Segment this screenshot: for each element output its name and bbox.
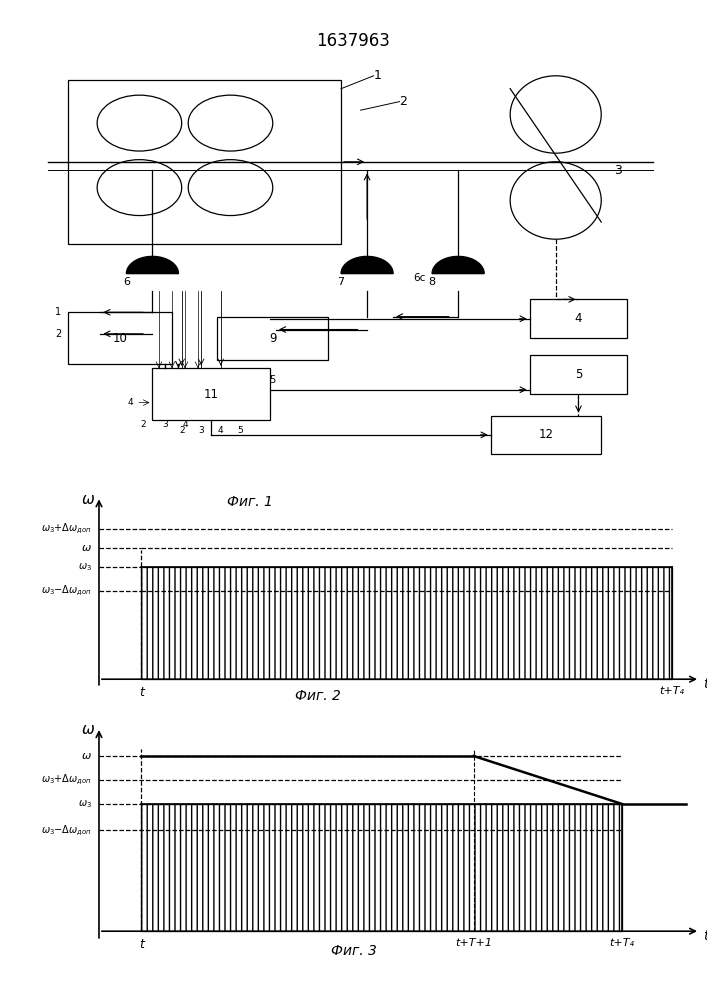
Polygon shape bbox=[432, 256, 484, 274]
Text: 10: 10 bbox=[112, 332, 127, 345]
Text: t+T₄: t+T₄ bbox=[659, 686, 684, 696]
Text: 2: 2 bbox=[55, 329, 62, 339]
Text: 1637963: 1637963 bbox=[317, 32, 390, 50]
Text: 8: 8 bbox=[428, 277, 436, 287]
Text: 11: 11 bbox=[204, 387, 218, 400]
Text: $\omega$: $\omega$ bbox=[81, 543, 92, 553]
Text: 4: 4 bbox=[182, 420, 188, 429]
Bar bbox=[68, 312, 172, 364]
Text: 4: 4 bbox=[218, 426, 223, 435]
Text: 3: 3 bbox=[199, 426, 204, 435]
Text: t: t bbox=[139, 938, 144, 951]
Text: $\omega_3{-}\Delta\omega_{доп}$: $\omega_3{-}\Delta\omega_{доп}$ bbox=[41, 823, 92, 838]
Text: Фиг. 2: Фиг. 2 bbox=[296, 689, 341, 703]
Text: 2: 2 bbox=[140, 420, 146, 429]
Bar bbox=[491, 416, 601, 454]
Text: 2: 2 bbox=[399, 95, 407, 108]
Text: t+T₄: t+T₄ bbox=[609, 938, 635, 948]
Text: $\omega_3$: $\omega_3$ bbox=[78, 798, 92, 810]
Text: t: t bbox=[139, 686, 144, 699]
Text: 4: 4 bbox=[575, 312, 583, 325]
Bar bbox=[68, 80, 341, 243]
Text: 5: 5 bbox=[269, 375, 276, 385]
Polygon shape bbox=[127, 256, 178, 274]
Text: Фиг. 3: Фиг. 3 bbox=[331, 944, 376, 958]
Text: 7: 7 bbox=[337, 277, 344, 287]
Bar bbox=[218, 317, 328, 360]
Text: 9: 9 bbox=[269, 332, 276, 345]
Bar bbox=[141, 567, 672, 679]
Text: 3: 3 bbox=[163, 420, 168, 429]
Text: 6с: 6с bbox=[413, 273, 426, 283]
Text: t: t bbox=[703, 929, 707, 943]
Text: $\omega_3{-}\Delta\omega_{доп}$: $\omega_3{-}\Delta\omega_{доп}$ bbox=[41, 584, 92, 598]
Text: $\omega_3{+}\Delta\omega_{доп}$: $\omega_3{+}\Delta\omega_{доп}$ bbox=[41, 773, 92, 787]
Bar bbox=[530, 299, 627, 338]
Text: $\omega$: $\omega$ bbox=[81, 751, 92, 761]
Text: 1: 1 bbox=[373, 69, 382, 82]
Text: 3: 3 bbox=[614, 164, 622, 177]
Text: 1: 1 bbox=[55, 307, 62, 317]
Text: Фиг. 1: Фиг. 1 bbox=[227, 494, 273, 508]
Text: 12: 12 bbox=[539, 428, 554, 441]
Text: t+T+1: t+T+1 bbox=[455, 938, 492, 948]
Text: 5: 5 bbox=[575, 368, 582, 381]
Polygon shape bbox=[341, 256, 393, 274]
Text: $\omega_3{+}\Delta\omega_{доп}$: $\omega_3{+}\Delta\omega_{доп}$ bbox=[41, 522, 92, 536]
Text: 5: 5 bbox=[238, 426, 243, 435]
Text: 6: 6 bbox=[123, 277, 130, 287]
Bar bbox=[141, 804, 622, 931]
Text: 2: 2 bbox=[179, 426, 185, 435]
Text: ω: ω bbox=[82, 722, 95, 737]
Text: ω: ω bbox=[82, 492, 95, 507]
Text: t: t bbox=[703, 676, 707, 690]
Bar bbox=[530, 355, 627, 394]
Text: 4: 4 bbox=[127, 398, 133, 407]
Text: $\omega_3$: $\omega_3$ bbox=[78, 562, 92, 573]
Bar bbox=[153, 368, 269, 420]
